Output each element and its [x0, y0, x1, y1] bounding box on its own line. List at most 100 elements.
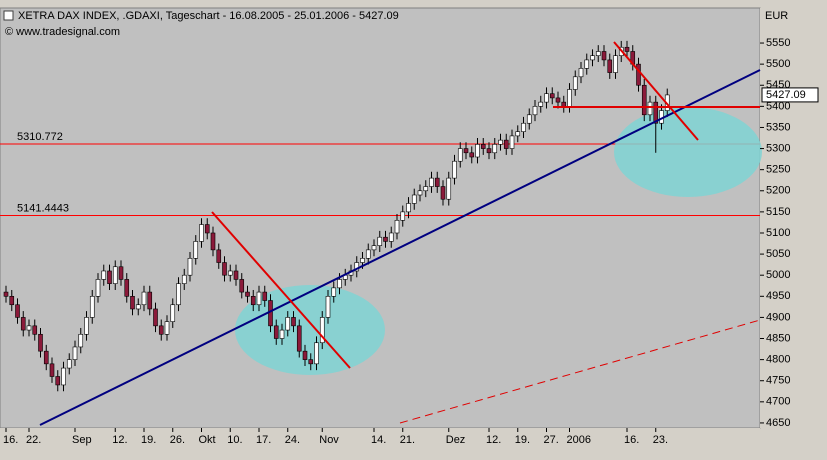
- candle-body: [521, 122, 526, 132]
- x-tick-label: 27.: [544, 434, 559, 446]
- candle-body: [101, 270, 107, 280]
- x-tick-label: Dez: [446, 434, 466, 446]
- candle-body: [337, 279, 342, 289]
- candle-body: [515, 131, 521, 137]
- candle-body: [210, 232, 216, 251]
- candle-body: [377, 236, 383, 246]
- candle-body: [325, 296, 331, 318]
- candle-body: [268, 300, 273, 327]
- candle-body: [492, 144, 498, 154]
- trend-line: [39, 69, 761, 426]
- candle-body: [440, 186, 446, 200]
- chart-title: XETRA DAX INDEX, .GDAXI, Tageschart - 16…: [18, 10, 399, 22]
- candle-body: [279, 329, 285, 339]
- candle-body: [314, 342, 319, 365]
- candle-body: [595, 51, 601, 56]
- candle-body: [601, 51, 607, 61]
- x-tick-label: 19.: [515, 434, 530, 446]
- candle-body: [509, 135, 515, 149]
- candle-body: [107, 270, 112, 284]
- candle-body: [273, 325, 279, 339]
- candle-body: [222, 262, 227, 276]
- y-tick-label: 5000: [766, 269, 790, 281]
- candle-body: [43, 350, 49, 365]
- candle-body: [84, 317, 89, 335]
- candle-body: [360, 258, 365, 263]
- x-tick-label: 21.: [400, 434, 415, 446]
- candle-body: [233, 270, 239, 280]
- candle-body: [199, 224, 204, 242]
- candle-body: [331, 287, 337, 297]
- x-tick-label: 24.: [285, 434, 300, 446]
- trend-lines: [39, 41, 761, 426]
- candle-body: [590, 55, 595, 61]
- y-axis-label: EUR: [765, 10, 788, 22]
- candle-body: [308, 359, 314, 365]
- candle-body: [89, 296, 95, 318]
- candle-body: [250, 296, 256, 306]
- x-tick-label: 2006: [567, 434, 591, 446]
- candle-body: [262, 291, 268, 301]
- candle-body: [567, 89, 572, 107]
- candle-body: [429, 177, 434, 187]
- candle-body: [285, 317, 291, 331]
- candle-body: [141, 291, 147, 306]
- x-tick-label: 16.: [3, 434, 18, 446]
- candle-body: [526, 114, 532, 124]
- candle-body: [555, 97, 561, 103]
- candle-body: [66, 359, 72, 369]
- candle-body: [532, 106, 538, 116]
- candle-body: [365, 249, 371, 259]
- y-tick-label: 5200: [766, 185, 790, 197]
- candle-body: [549, 93, 555, 99]
- candles: [3, 40, 670, 392]
- candle-body: [613, 55, 618, 73]
- x-tick-label: 23.: [653, 434, 668, 446]
- candle-body: [411, 194, 417, 204]
- candle-body: [216, 249, 222, 263]
- x-tick-label: 14.: [371, 434, 386, 446]
- y-tick-label: 4650: [766, 417, 790, 429]
- y-tick-label: 5500: [766, 58, 790, 70]
- y-tick-label: 5550: [766, 37, 790, 49]
- candle-body: [147, 291, 153, 310]
- y-tick-label: 5050: [766, 248, 790, 260]
- candle-body: [538, 101, 544, 107]
- candle-body: [78, 333, 84, 348]
- y-tick-label: 4750: [766, 375, 790, 387]
- candle-body: [296, 325, 302, 352]
- candle-body: [118, 266, 124, 280]
- candle-body: [406, 203, 411, 213]
- candle-body: [371, 245, 377, 251]
- y-tick-label: 5300: [766, 142, 790, 154]
- candle-body: [176, 283, 181, 306]
- candle-body: [469, 152, 475, 158]
- candle-body: [647, 101, 653, 116]
- candle-body: [95, 279, 101, 297]
- candle-body: [394, 220, 400, 234]
- y-tick-label: 5250: [766, 164, 790, 176]
- y-tick-label: 5100: [766, 227, 790, 239]
- icon: [3, 10, 14, 21]
- candle-body: [112, 266, 118, 284]
- x-tick-label: 19.: [141, 434, 156, 446]
- candle-body: [193, 241, 199, 259]
- candle-body: [641, 84, 647, 116]
- candle-body: [20, 317, 26, 331]
- y-tick-label: 5400: [766, 100, 790, 112]
- x-tick-label: 12.: [486, 434, 501, 446]
- candle-body: [463, 148, 469, 154]
- x-tick-label: 22.: [26, 434, 41, 446]
- candle-body: [452, 160, 457, 179]
- y-tick-label: 4700: [766, 396, 790, 408]
- x-tick-label: 26.: [170, 434, 185, 446]
- candle-body: [26, 325, 32, 331]
- y-tick-label: 4950: [766, 290, 790, 302]
- candle-body: [544, 93, 549, 103]
- candle-body: [584, 59, 590, 69]
- candle-body: [400, 211, 406, 221]
- candle-body: [164, 321, 170, 335]
- level-label: 5141.4443: [17, 202, 69, 214]
- trend-line: [613, 41, 699, 141]
